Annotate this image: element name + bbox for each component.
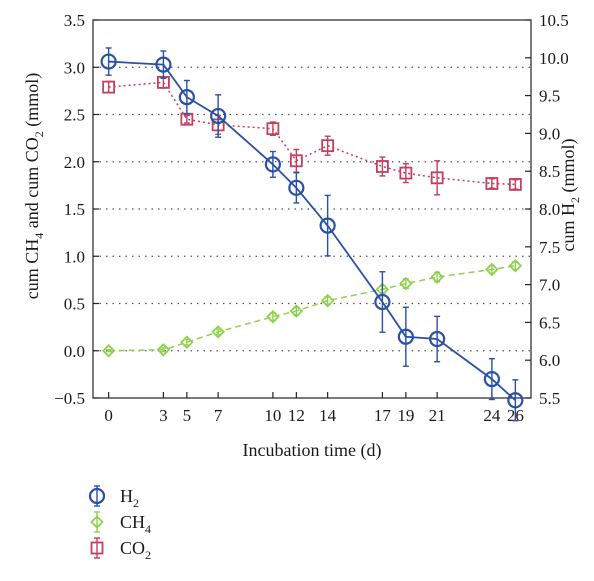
left-y-tick-label: 2.0 — [64, 153, 85, 172]
legend-item-ch4: CH4 — [90, 511, 151, 536]
x-tick-label: 0 — [104, 406, 113, 425]
x-axis-title: Incubation time (d) — [243, 440, 382, 461]
legend-label-sub: 2 — [133, 496, 139, 510]
x-tick-label: 3 — [159, 406, 168, 425]
right-y-tick-label: 7.0 — [539, 276, 560, 295]
series-line-co2 — [108, 81, 516, 186]
data-point-h2 — [374, 293, 391, 311]
data-point-ch4 — [156, 343, 171, 357]
data-point-h2 — [483, 371, 500, 388]
left-y-title-part: and cum CO — [22, 137, 42, 232]
left-y-title-part: (mmol) — [22, 73, 43, 132]
x-tick-label: 5 — [183, 406, 192, 425]
x-tick-label: 17 — [374, 406, 392, 425]
data-point-ch4 — [320, 293, 335, 308]
right-y-axis-title: cum H2 (mmol) — [558, 139, 582, 252]
data-point-h2 — [178, 89, 195, 106]
right-y-tick-label: 8.0 — [539, 200, 560, 219]
left-y-tick-label: 0.0 — [64, 342, 85, 361]
data-point-ch4 — [101, 343, 116, 358]
right-y-title-part: (mmol) — [558, 139, 579, 198]
legend-item-h2: H2 — [88, 485, 139, 510]
legend-label-co2: CO2 — [120, 538, 151, 562]
data-point-h2 — [507, 392, 524, 409]
legend-item-co2: CO2 — [90, 537, 151, 562]
right-y-tick-label: 6.5 — [539, 313, 560, 332]
right-y-tick-label: 8.5 — [539, 162, 560, 181]
series-h2 — [100, 47, 524, 422]
right-y-tick-label: 9.0 — [539, 124, 560, 143]
x-tick-label: 19 — [397, 406, 414, 425]
right-y-tick-label: 10.5 — [539, 11, 569, 30]
data-point-h2 — [210, 107, 227, 125]
x-tick-label: 10 — [264, 406, 281, 425]
legend-label-ch4: CH4 — [120, 512, 151, 536]
series-layer — [100, 47, 524, 422]
data-point-co2 — [375, 160, 389, 173]
data-point-co2 — [508, 178, 522, 191]
data-point-co2 — [289, 154, 303, 168]
data-point-h2 — [155, 56, 172, 73]
legend-label-sub: 4 — [145, 522, 151, 536]
x-tick-label: 7 — [214, 406, 223, 425]
legend-marker-ch4 — [90, 515, 104, 529]
legend-label-h2: H2 — [120, 486, 139, 510]
data-point-ch4 — [289, 304, 304, 318]
ticks: 3.5 3.0 2.5 2.0 1.5 1.0 0.5 0.0 −0.5 10.5 10.0 9.5 9… — [54, 11, 569, 425]
series-ch4 — [101, 258, 523, 358]
left-y-tick-label: 3.0 — [64, 58, 85, 77]
data-point-ch4 — [430, 270, 444, 284]
left-y-tick-label: 2.5 — [64, 106, 85, 125]
legend-marker-h2 — [88, 487, 106, 505]
left-y-title-sub: 2 — [32, 131, 46, 137]
data-point-h2 — [264, 156, 281, 173]
data-point-ch4 — [266, 309, 280, 324]
left-y-axis-title: cum CH4 and cum CO2 (mmol) — [22, 73, 46, 299]
data-point-ch4 — [180, 335, 194, 350]
left-y-tick-label: −0.5 — [54, 389, 85, 408]
left-y-title-sub: 4 — [32, 233, 46, 239]
legend-marker-co2 — [90, 541, 104, 555]
data-point-co2 — [266, 122, 280, 136]
data-point-ch4 — [485, 262, 499, 277]
left-y-tick-label: 3.5 — [64, 11, 85, 30]
data-point-h2 — [397, 328, 414, 345]
x-tick-label: 24 — [483, 406, 501, 425]
legend-label-sub: 2 — [145, 548, 151, 562]
data-point-h2 — [429, 330, 446, 348]
data-point-co2 — [430, 171, 444, 185]
right-y-tick-label: 9.5 — [539, 87, 560, 106]
series-line-ch4 — [108, 264, 516, 352]
data-point-co2 — [102, 80, 116, 94]
legend-label-text: H — [120, 486, 133, 506]
legend-label-text: CH — [120, 512, 145, 532]
right-y-title-sub: 2 — [568, 197, 582, 203]
x-tick-label: 21 — [429, 406, 446, 425]
left-y-title-part: cum CH — [22, 239, 42, 300]
data-point-ch4 — [211, 325, 225, 339]
left-y-tick-label: 0.5 — [64, 295, 85, 314]
x-tick-label: 12 — [288, 406, 305, 425]
right-y-tick-label: 6.0 — [539, 351, 560, 370]
left-y-tick-label: 1.5 — [64, 200, 85, 219]
right-y-tick-label: 7.5 — [539, 238, 560, 257]
data-point-h2 — [288, 179, 305, 196]
right-y-tick-label: 10.0 — [539, 49, 569, 68]
legend-label-text: CO — [120, 538, 145, 558]
left-y-tick-label: 1.0 — [64, 247, 85, 266]
data-point-co2 — [321, 139, 335, 153]
data-point-co2 — [399, 166, 413, 180]
right-y-tick-label: 5.5 — [539, 389, 560, 408]
data-point-ch4 — [508, 258, 523, 273]
x-tick-label: 14 — [319, 406, 337, 425]
data-point-ch4 — [399, 276, 413, 291]
data-point-co2 — [485, 177, 499, 190]
data-point-h2 — [100, 53, 117, 70]
series-co2 — [102, 75, 522, 196]
grid-lines — [93, 66, 531, 352]
right-y-title-part: cum H — [558, 203, 578, 252]
data-point-h2 — [319, 217, 336, 234]
